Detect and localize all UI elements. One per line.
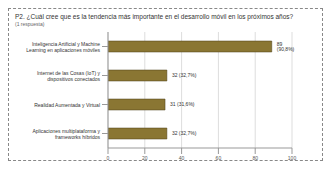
svg-text:80: 80: [252, 155, 258, 161]
svg-text:60: 60: [216, 155, 222, 161]
svg-text:Inteligencia Artificial y Mach: Inteligencia Artificial y MachineLearnin…: [26, 41, 100, 53]
svg-text:40: 40: [179, 155, 185, 161]
svg-text:0: 0: [107, 155, 110, 161]
svg-text:Internet de las Cosas (IoT) yd: Internet de las Cosas (IoT) ydispositivo…: [37, 70, 101, 82]
svg-text:100: 100: [288, 155, 297, 161]
svg-text:32 (32,7%): 32 (32,7%): [172, 72, 197, 78]
svg-text:Aplicaciones multiplataforma y: Aplicaciones multiplataforma yframeworks…: [32, 128, 100, 140]
html-text:(1 respuesta): (1 respuesta): [15, 21, 45, 27]
html-text:P2. ¿Cuál cree que es la tende: P2. ¿Cuál cree que es la tendencia más i…: [15, 13, 294, 20]
svg-text:31 (31,6%): 31 (31,6%): [170, 101, 195, 107]
svg-text:89(90,8%): 89(90,8%): [277, 41, 295, 52]
svg-text:Realidad Aumentada y Virtual: Realidad Aumentada y Virtual: [34, 102, 100, 108]
svg-text:20: 20: [142, 155, 148, 161]
svg-text:32 (32,7%): 32 (32,7%): [172, 130, 197, 136]
